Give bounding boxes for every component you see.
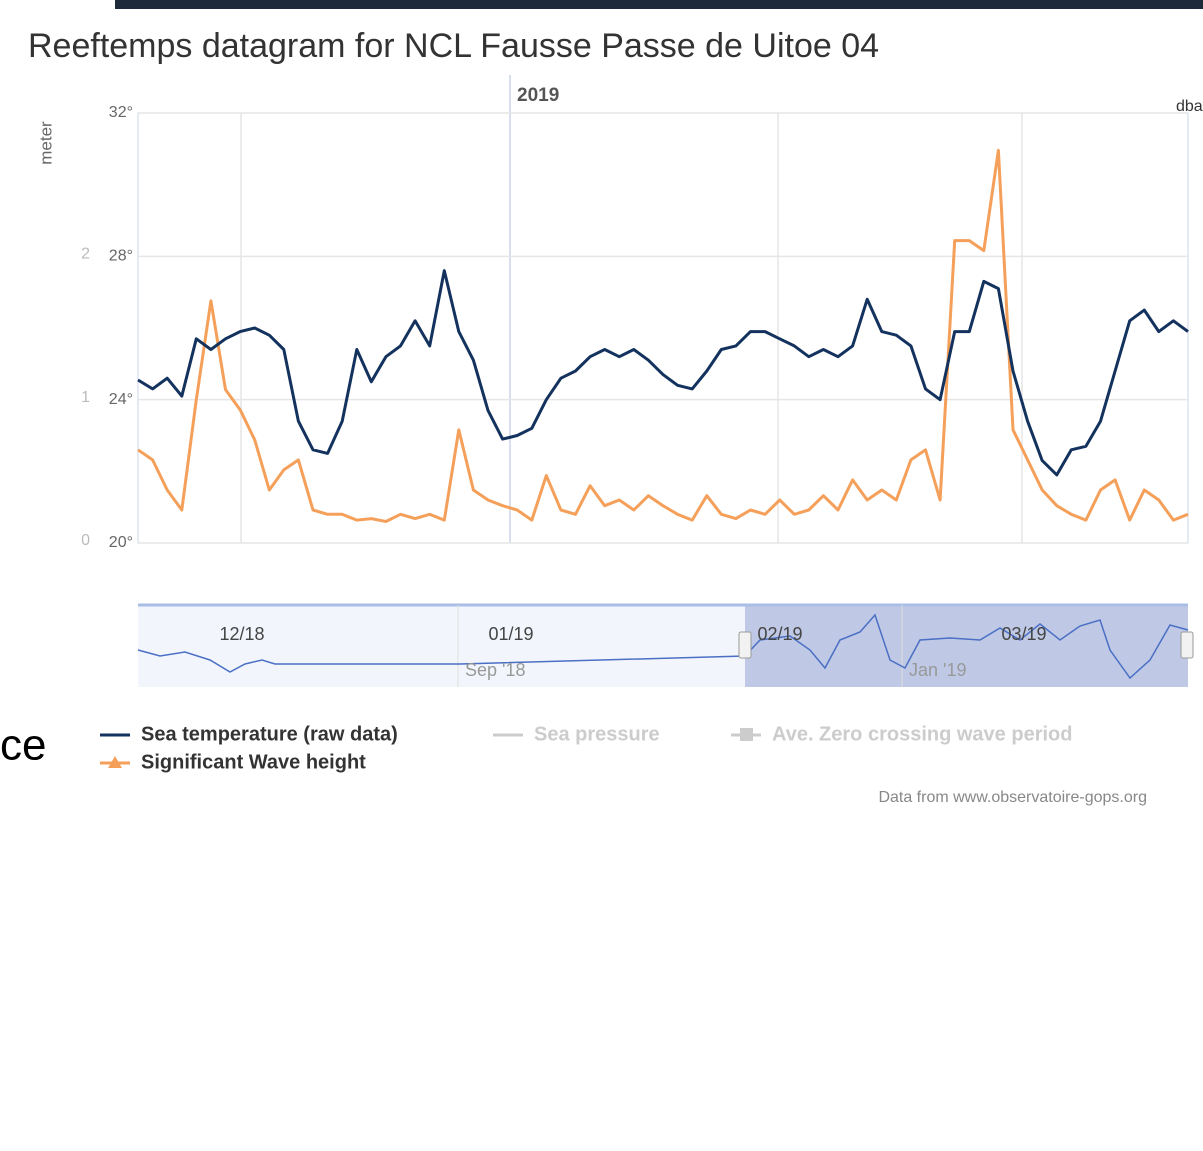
- navigator-tick: 02/19: [757, 624, 802, 644]
- y2-tick-label: 0: [81, 532, 90, 549]
- legend-label[interactable]: Sea pressure: [534, 723, 660, 745]
- series-line: [138, 150, 1188, 521]
- y2-tick-label: 2: [81, 246, 90, 263]
- chart: Reeftemps datagram for NCL Fausse Passe …: [0, 0, 1203, 1151]
- navigator-tick: 01/19: [488, 624, 533, 644]
- y-tick-label: 28°: [109, 248, 133, 265]
- plot-border: [138, 113, 1188, 543]
- navigator-background: [138, 605, 745, 687]
- legend-label[interactable]: Significant Wave height: [141, 751, 366, 773]
- year-label: 2019: [517, 85, 559, 106]
- y2-axis-title: meter: [36, 121, 55, 165]
- y-tick-label: 32°: [109, 104, 133, 121]
- legend: Sea temperature (raw data) Significant Wa…: [100, 723, 1072, 773]
- image-edge: [115, 0, 1203, 9]
- navigator-handle[interactable]: [1181, 632, 1193, 658]
- series-line: [138, 271, 1188, 475]
- navigator: [138, 605, 1193, 687]
- navigator-date: Jan '19: [909, 660, 966, 680]
- plot-area: [138, 113, 1188, 543]
- chart-title: Reeftemps datagram for NCL Fausse Passe …: [28, 27, 879, 65]
- y-tick-label: 24°: [109, 391, 133, 408]
- y2-tick-label: 1: [81, 389, 90, 406]
- legend-marker: [740, 728, 753, 741]
- navigator-selection: [745, 605, 1188, 687]
- navigator-date: Sep '18: [465, 660, 526, 680]
- navigator-tick: 12/18: [219, 624, 264, 644]
- navigator-handle[interactable]: [739, 632, 751, 658]
- y-tick-label: 20°: [109, 534, 133, 551]
- legend-label[interactable]: Ave. Zero crossing wave period: [772, 723, 1072, 745]
- navigator-tick: 03/19: [1001, 624, 1046, 644]
- page: Reeftemps datagram for NCL Fausse Passe …: [0, 0, 1203, 1151]
- credit: Data from www.observatoire-gops.org: [878, 789, 1147, 806]
- slide-text: ce: [0, 721, 46, 770]
- legend-label[interactable]: Sea temperature (raw data): [141, 723, 398, 745]
